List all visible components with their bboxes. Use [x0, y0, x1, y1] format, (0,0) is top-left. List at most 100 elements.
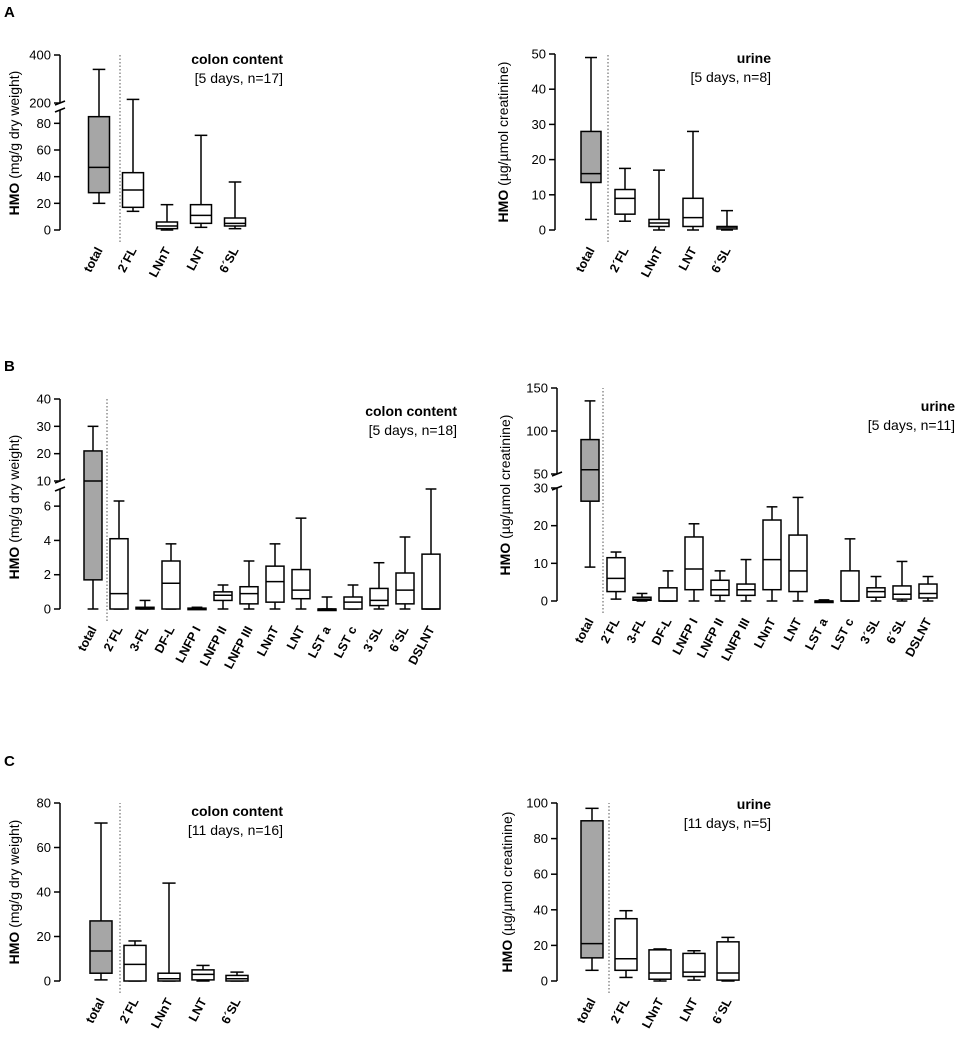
chart6-box-body [614, 917, 638, 972]
chart3-category-label: LST a [305, 623, 334, 661]
chart4-category-label: 2´FL [598, 616, 623, 646]
chart6-box-4 [716, 936, 740, 982]
chart3-category-label: 3´SL [361, 624, 386, 655]
chart4-box-body [840, 570, 860, 602]
chart4-box-7 [762, 506, 782, 602]
chart3-box-10 [343, 584, 363, 610]
chart3-category-label: LNnT [254, 624, 282, 659]
chart2-box-body [580, 130, 602, 184]
chart2-box-body [682, 197, 704, 228]
chart3-tick-label: 30 [37, 419, 51, 434]
chart5-tick-label: 0 [44, 974, 51, 989]
chart5-tick-label: 40 [37, 885, 51, 900]
chart5-box-1 [123, 940, 147, 982]
chart4-box-body [684, 536, 704, 591]
chart6-box-body [648, 949, 672, 980]
chart3-tick-label: 4 [44, 533, 51, 548]
chart3-box-body [421, 553, 441, 610]
chart6-category-label: 6´SL [710, 996, 735, 1027]
chart3-category-label: 2´FL [101, 624, 126, 654]
chart5-box-3 [191, 964, 215, 982]
chart4-category-label: LNT [781, 616, 805, 644]
chart2-tick-label: 30 [532, 117, 546, 132]
chart5-category-label: total [83, 996, 108, 1026]
chart2-title: urine [737, 50, 771, 66]
chart5-category-label: LNnT [148, 996, 176, 1031]
chart3-box-6 [239, 560, 259, 610]
chart2-category-label: 6´SL [709, 245, 734, 276]
chart6: 0 20 40 60 80 100 total 2´FL LNnT LNT 6´SL HMO (µg/… [499, 796, 771, 1031]
chart5-tick-label: 20 [37, 929, 51, 944]
chart5-box-0 [89, 822, 113, 981]
chart5-box-body [123, 944, 147, 982]
chart4-box-body [606, 556, 626, 593]
chart6-box-2 [648, 948, 672, 982]
chart2-tick-label: 50 [532, 47, 546, 62]
chart2-box-4 [716, 209, 738, 231]
chart4-box-13 [918, 575, 938, 602]
chart4-box-11 [866, 575, 886, 602]
chart1-box-0 [87, 68, 111, 205]
chart6-y-axis-label-bold: HMO [499, 940, 515, 973]
chart6-box-body [682, 952, 706, 978]
chart5-box-2 [157, 882, 181, 982]
chart4-category-label: LST c [828, 616, 856, 653]
chart4-box-body [658, 587, 678, 602]
chart6-tick-label: 100 [526, 796, 548, 811]
chart4-box-3 [658, 570, 678, 602]
chart3-tick-label: 0 [44, 602, 51, 617]
chart2-category-label: total [573, 245, 598, 275]
chart1-y-axis-label-bold: HMO [6, 183, 22, 216]
chart5-subtitle: [11 days, n=16] [188, 822, 283, 838]
chart3-title: colon content [365, 403, 457, 419]
chart4-category-label: 3-FL [624, 616, 649, 646]
chart2-y-axis-label: HMO (µg/µmol creatinine) [495, 62, 511, 223]
chart3-box-body [395, 572, 415, 605]
chart3-tick-label: 2 [44, 567, 51, 582]
chart4-category-label: total [572, 616, 597, 646]
chart2-category-label: LNT [676, 245, 700, 273]
chart6-category-label: LNnT [639, 996, 667, 1031]
chart4-subtitle: [5 days, n=11] [868, 417, 955, 433]
chart3-tick-label: 20 [37, 446, 51, 461]
chart3-box-body [83, 450, 103, 581]
chart4-box-body [892, 585, 912, 600]
chart1-y-axis-label: HMO (mg/g dry weight) [6, 71, 22, 216]
chart4-tick-label: 150 [526, 381, 548, 396]
chart1-axis-break-mark [54, 107, 66, 113]
panel-label-b: B [4, 358, 15, 375]
chart6-category-label: LNT [677, 996, 701, 1024]
chart4-box-2 [632, 592, 652, 602]
chart1-box-body [87, 115, 111, 194]
chart3-axis-break-mark [54, 486, 66, 492]
chart3-box-5 [213, 584, 233, 610]
chart4-box-4 [684, 523, 704, 602]
chart6-category-label: 2´FL [608, 996, 633, 1026]
chart3-box-body [109, 537, 129, 610]
chart3-subtitle: [5 days, n=18] [369, 422, 457, 438]
chart4-tick-label: 50 [534, 467, 548, 482]
chart4-category-label: DF-L [649, 616, 675, 648]
chart2-tick-label: 0 [539, 223, 546, 238]
chart4-y-axis-label-bold: HMO [497, 543, 513, 576]
chart3-box-3 [161, 543, 181, 610]
chart4-box-10 [840, 538, 860, 602]
chart1: 0 20 40 60 80 200 400 total 2´FL LNnT LNT 6´SL HMO (… [6, 48, 283, 280]
chart4-category-label: LNnT [751, 616, 779, 651]
chart2-box-2 [648, 169, 670, 231]
chart6-tick-label: 40 [534, 902, 548, 917]
chart4-category-label: 6´SL [884, 616, 909, 647]
chart2: 0 10 20 30 40 50 total 2´FL LNnT LNT 6´SL HMO (µg/µ… [495, 47, 771, 280]
chart3-box-body [213, 591, 233, 602]
chart1-subtitle: [5 days, n=17] [195, 70, 283, 86]
chart1-box-2 [155, 203, 179, 231]
chart6-box-body [580, 820, 604, 959]
chart1-box-body [189, 203, 213, 225]
chart3-category-label: LST c [331, 624, 359, 661]
chart5-y-axis-label-bold: HMO [6, 932, 22, 965]
chart3-category-label: total [75, 624, 100, 654]
chart1-box-4 [223, 181, 247, 230]
chart1-tick-label: 0 [44, 223, 51, 238]
chart3-box-13 [421, 488, 441, 610]
